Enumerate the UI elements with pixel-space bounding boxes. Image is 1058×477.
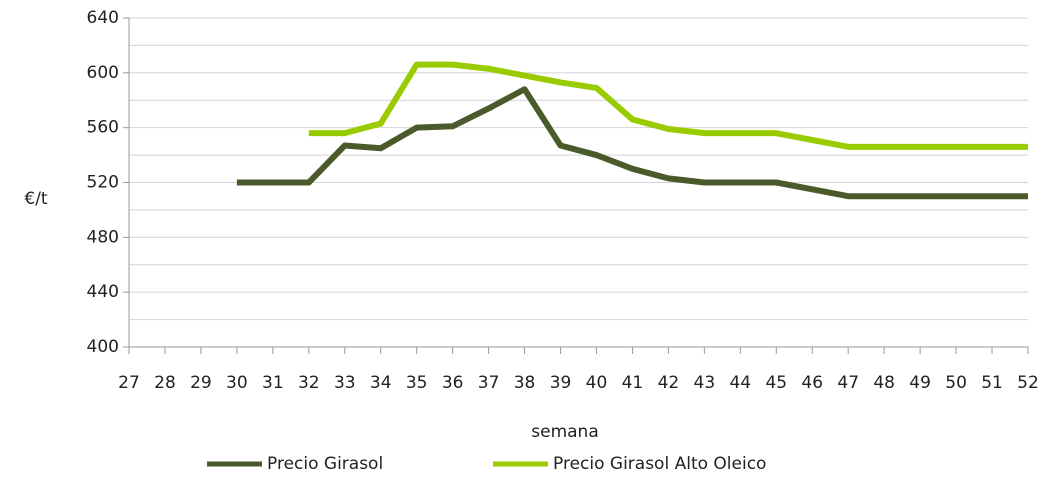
- x-tick-label: 37: [478, 373, 500, 393]
- x-tick-label: 36: [442, 373, 464, 393]
- x-tick-label: 27: [118, 373, 140, 393]
- y-tick-label: 440: [87, 282, 119, 302]
- x-tick-label: 46: [801, 373, 823, 393]
- x-tick-label: 52: [1017, 373, 1039, 393]
- y-tick-label: 520: [87, 173, 119, 193]
- x-tick-label: 41: [622, 373, 644, 393]
- x-tick-label: 34: [370, 373, 392, 393]
- x-tick-label: 32: [298, 373, 320, 393]
- x-tick-label: 35: [406, 373, 428, 393]
- x-tick-label: 33: [334, 373, 356, 393]
- x-tick-label: 50: [945, 373, 967, 393]
- x-tick-label: 31: [262, 373, 284, 393]
- x-axis-label: semana: [531, 422, 599, 442]
- y-tick-label: 600: [87, 63, 119, 83]
- x-tick-label: 48: [873, 373, 895, 393]
- legend-label: Precio Girasol: [267, 454, 383, 474]
- x-tick-label: 28: [154, 373, 176, 393]
- legend-label: Precio Girasol Alto Oleico: [553, 454, 766, 474]
- x-tick-label: 43: [694, 373, 716, 393]
- series-line: [308, 61, 1028, 150]
- x-tick-label: 49: [909, 373, 931, 393]
- x-tick-label: 45: [765, 373, 787, 393]
- x-tick-label: 29: [190, 373, 212, 393]
- series-line: [236, 86, 1028, 200]
- x-tick-label: 30: [226, 373, 248, 393]
- x-tick-label: 39: [550, 373, 572, 393]
- y-tick-label: 480: [87, 227, 119, 247]
- y-tick-label: 640: [87, 8, 119, 28]
- x-tick-label: 42: [658, 373, 680, 393]
- x-tick-label: 40: [586, 373, 608, 393]
- y-axis-label: €/t: [24, 189, 48, 209]
- y-tick-label: 400: [87, 337, 119, 357]
- x-tick-label: 51: [981, 373, 1003, 393]
- y-tick-label: 560: [87, 118, 119, 138]
- x-tick-label: 47: [837, 373, 859, 393]
- x-tick-label: 44: [729, 373, 751, 393]
- x-tick-label: 38: [514, 373, 536, 393]
